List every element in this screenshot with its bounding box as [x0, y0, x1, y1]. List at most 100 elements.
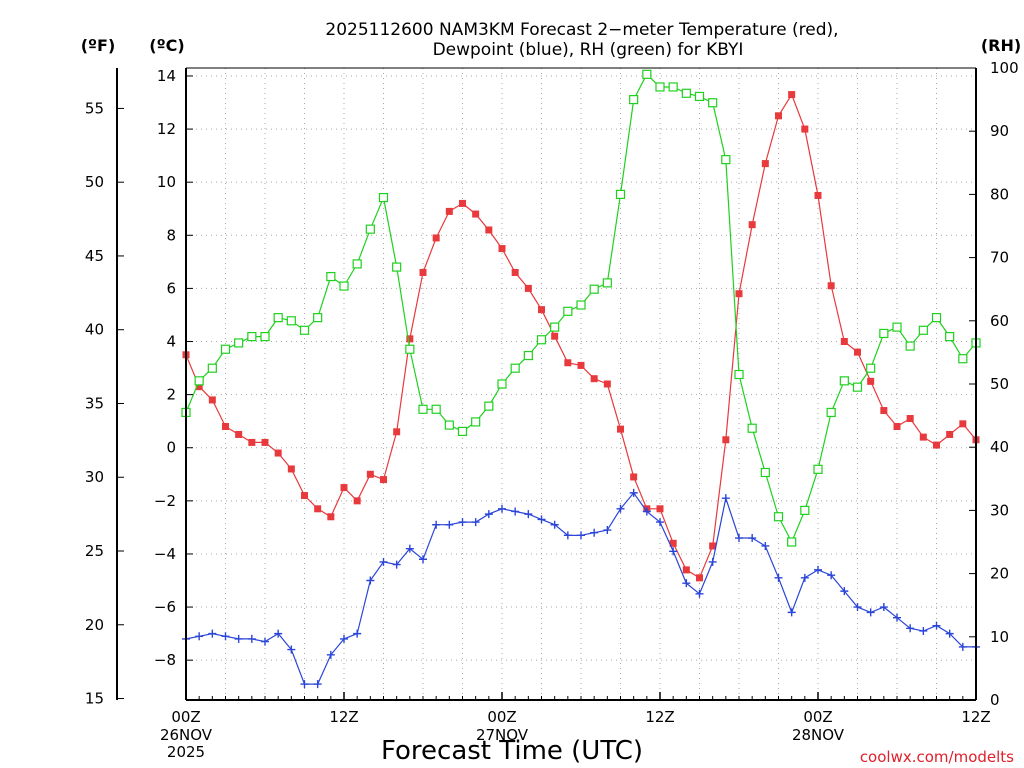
celsius-tick-label: −6 [154, 598, 176, 616]
series-layer [181, 69, 981, 689]
temperature-point [603, 380, 611, 388]
rh-point [694, 91, 705, 102]
series-blue [182, 488, 980, 689]
dewpoint-point [814, 565, 822, 574]
temperature-point [946, 430, 954, 438]
rh-point [563, 306, 573, 316]
rh-point [760, 467, 770, 478]
celsius-tick-label: 14 [157, 67, 176, 85]
rh-point [484, 401, 494, 411]
temperature-point [551, 332, 559, 340]
rh-point [471, 417, 481, 427]
dewpoint-point [471, 518, 480, 527]
temperature-point [696, 574, 703, 582]
rh-tick-label: 30 [990, 501, 1009, 519]
dewpoint-point [721, 494, 730, 503]
temperature-point [195, 383, 203, 391]
rh-point [286, 316, 296, 326]
rh-point [339, 281, 349, 291]
rh-point [510, 363, 520, 373]
x-tick-label: 00Z [487, 708, 516, 726]
rh-point [879, 328, 889, 339]
temperature-point [327, 513, 335, 521]
dewpoint-point [405, 544, 414, 553]
dewpoint-point [261, 637, 269, 646]
dewpoint-point [656, 518, 664, 527]
rh-point [615, 189, 626, 199]
dewpoint-point [247, 634, 256, 643]
x-tick-label: 12Z [961, 708, 990, 726]
rh-point [378, 192, 389, 203]
dewpoint-point [550, 520, 559, 529]
celsius-tick-label: 8 [166, 226, 176, 244]
temperature-point [406, 335, 414, 343]
rh-tick-label: 90 [990, 122, 1009, 140]
temperature-point [538, 306, 545, 314]
rh-point [813, 464, 823, 474]
rh-point [444, 420, 454, 430]
dewpoint-point [893, 613, 901, 622]
fahrenheit-tick-label: 40 [85, 321, 104, 339]
rh-point [958, 354, 968, 364]
temperature-point [511, 268, 519, 276]
celsius-tick-label: 0 [166, 439, 176, 457]
fahrenheit-unit-label: (ºF) [81, 36, 116, 55]
rh-tick-label: 50 [990, 375, 1009, 393]
rh-point [247, 332, 257, 342]
dewpoint-point [919, 626, 928, 635]
rh-point [892, 322, 902, 332]
celsius-tick-label: 10 [157, 173, 176, 191]
dewpoint-point [932, 621, 941, 630]
dewpoint-point [800, 573, 809, 582]
dewpoint-point [708, 557, 717, 566]
fahrenheit-tick-label: 25 [85, 542, 104, 560]
temperature-point [590, 375, 598, 383]
dewpoint-point [629, 488, 638, 497]
rh-point [642, 69, 652, 79]
temperature-point [445, 207, 453, 215]
x-tick-label: 12Z [645, 708, 674, 726]
temperature-point [617, 425, 624, 433]
temperature-point [827, 282, 835, 290]
rh-tick-label: 80 [990, 185, 1009, 203]
temperature-point [366, 470, 374, 478]
temperature-point [274, 449, 282, 457]
temperature-point [933, 441, 940, 449]
x-tick-date: 26NOV [160, 726, 213, 744]
dewpoint-point [906, 624, 915, 633]
rh-point [852, 382, 863, 392]
dewpoint-point [498, 504, 506, 513]
dewpoint-point [353, 629, 362, 638]
x-tick-label: 00Z [803, 708, 832, 726]
dewpoint-point [313, 680, 322, 689]
dewpoint-point [458, 518, 467, 527]
series-red [182, 91, 980, 582]
temperature-point [630, 473, 638, 481]
temperature-point [314, 505, 322, 513]
rh-point [668, 82, 678, 92]
rh-point [194, 376, 204, 386]
rh-point [681, 88, 691, 98]
rh-point [497, 379, 507, 389]
dewpoint-point [524, 510, 533, 519]
fahrenheit-tick-label: 15 [85, 690, 104, 708]
dewpoint-point [590, 528, 599, 537]
rh-point [839, 376, 849, 386]
dewpoint-point [616, 504, 625, 513]
fahrenheit-tick-label: 55 [85, 99, 104, 117]
rh-point [326, 271, 336, 282]
temperature-point [419, 268, 427, 276]
rh-point [826, 407, 836, 418]
rh-tick-label: 20 [990, 565, 1009, 583]
x-tick-date: 28NOV [792, 726, 845, 744]
celsius-tick-label: 12 [157, 120, 176, 138]
dewpoint-point [195, 632, 204, 641]
dewpoint-point [511, 507, 520, 516]
dewpoint-point [287, 645, 296, 654]
dewpoint-point [208, 629, 217, 638]
rh-point [734, 369, 744, 380]
temperature-point [261, 438, 269, 446]
red-series-line [185, 93, 977, 579]
temperature-point [669, 539, 677, 547]
